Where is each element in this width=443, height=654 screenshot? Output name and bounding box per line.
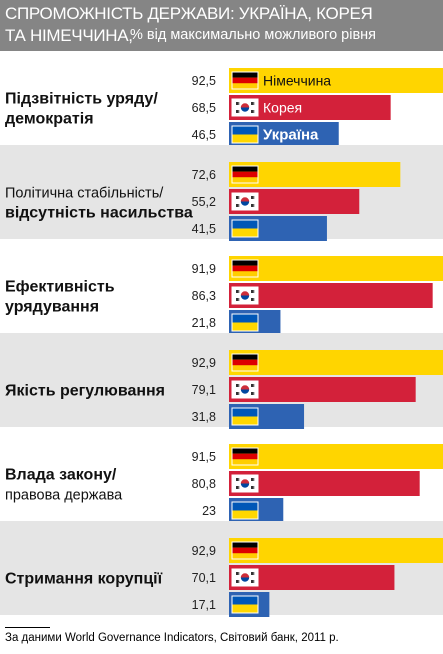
value-label: 79,1 [192, 383, 216, 397]
category-label: демократія [5, 111, 94, 128]
germany-bar [229, 350, 443, 375]
value-label: 91,9 [192, 262, 216, 276]
ukraine-flag-icon [231, 219, 259, 238]
category-label: урядування [5, 299, 99, 316]
germany-bar [229, 256, 443, 281]
korea-bar [229, 377, 416, 402]
source-footnote: За даними World Governance Indicators, С… [5, 632, 339, 644]
value-label: 41,5 [192, 222, 216, 236]
indicator-group: Підзвітність уряду/демократія 92,5 Німеччи… [5, 68, 443, 147]
ukraine-flag-icon [231, 595, 259, 614]
indicator-group: Влада закону/правова держава 91,5 80,8 23 [5, 444, 443, 523]
category-label: Політична стабільність/ [5, 186, 164, 202]
germany-bar [229, 538, 443, 563]
korea-bar [229, 283, 433, 308]
value-label: 91,5 [192, 450, 216, 464]
korea-flag-icon [231, 286, 259, 305]
category-label: правова держава [5, 488, 123, 504]
value-label: 23 [202, 504, 216, 518]
ukraine-flag-icon [231, 501, 259, 520]
germany-flag-icon [231, 165, 259, 184]
korea-flag-icon [231, 568, 259, 587]
ukraine-flag-icon [231, 313, 259, 332]
korea-bar [229, 471, 420, 496]
group-background-band [0, 145, 443, 239]
series-name-label: Німеччина [263, 73, 331, 89]
indicator-group: Якість регулювання 92,9 79,1 31,8 [0, 333, 443, 429]
category-label: відсутність насильства [5, 205, 193, 222]
korea-flag-icon [231, 474, 259, 493]
germany-flag-icon [231, 447, 259, 466]
value-label: 68,5 [192, 101, 216, 115]
category-label: Підзвітність уряду/ [5, 91, 158, 108]
indicator-group: Ефективність урядування 91,9 86,3 21,8 [5, 256, 443, 335]
value-label: 21,8 [192, 316, 216, 330]
category-label: Ефективність [5, 279, 115, 296]
korea-flag-icon [231, 98, 259, 117]
korea-flag-icon [231, 380, 259, 399]
germany-flag-icon [231, 353, 259, 372]
category-label: Влада закону/ [5, 467, 117, 484]
value-label: 17,1 [192, 598, 216, 612]
bar-chart: Підзвітність уряду/демократія 92,5 Німеччи… [0, 68, 443, 617]
ukraine-flag-icon [231, 125, 259, 144]
value-label: 86,3 [192, 289, 216, 303]
value-label: 92,9 [192, 544, 216, 558]
ukraine-flag-icon [231, 407, 259, 426]
germany-flag-icon [231, 259, 259, 278]
value-label: 80,8 [192, 477, 216, 491]
footnote-divider [5, 627, 50, 628]
chart-header: СПРОМОЖНІСТЬ ДЕРЖАВИ: УКРАЇНА, КОРЕЯ ТА … [0, 0, 443, 51]
indicator-group: Політична стабільність/відсутність насил… [0, 145, 443, 241]
germany-bar [229, 444, 443, 469]
chart-title-line-2: ТА НІМЕЧЧИНА, [5, 26, 133, 45]
germany-flag-icon [231, 71, 259, 90]
category-label: Стримання корупції [5, 571, 163, 588]
germany-bar [229, 68, 443, 93]
value-label: 72,6 [192, 168, 216, 182]
category-label: Якість регулювання [5, 383, 165, 400]
germany-flag-icon [231, 541, 259, 560]
value-label: 55,2 [192, 195, 216, 209]
value-label: 92,9 [192, 356, 216, 370]
series-name-label: Корея [263, 100, 302, 116]
chart-title-line-1: СПРОМОЖНІСТЬ ДЕРЖАВИ: УКРАЇНА, КОРЕЯ [5, 4, 373, 23]
indicator-group: Стримання корупції 92,9 70,1 17,1 [0, 521, 443, 617]
korea-flag-icon [231, 192, 259, 211]
value-label: 70,1 [192, 571, 216, 585]
value-label: 92,5 [192, 74, 216, 88]
series-name-label: Україна [263, 127, 319, 144]
chart-subtitle: % від максимально можливого рівня [130, 27, 377, 43]
value-label: 31,8 [192, 410, 216, 424]
value-label: 46,5 [192, 128, 216, 142]
